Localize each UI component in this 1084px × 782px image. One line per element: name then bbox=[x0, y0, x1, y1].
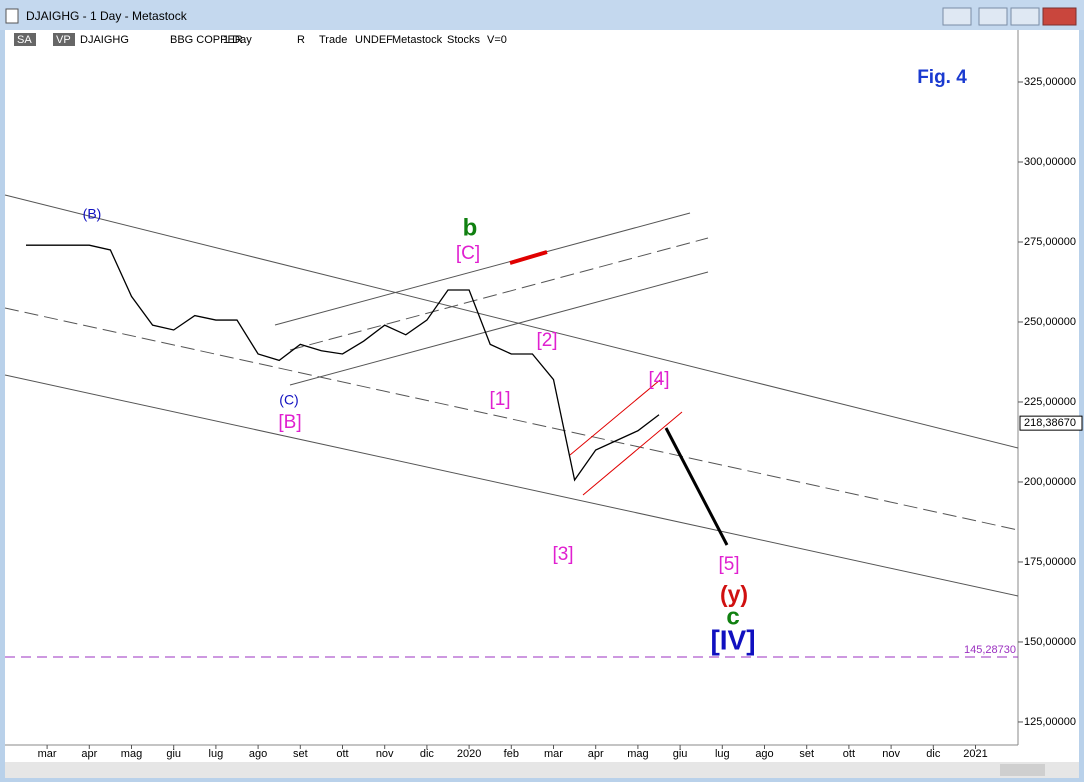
x-tick-label: nov bbox=[882, 748, 900, 760]
minimize-button[interactable] bbox=[978, 7, 1008, 26]
x-tick-label: ago bbox=[755, 748, 773, 760]
toolbar-item: DJAIGHG bbox=[80, 34, 129, 46]
y-tick-label: 175,00000 bbox=[1024, 556, 1076, 568]
x-tick-label: set bbox=[293, 748, 308, 760]
price-line bbox=[26, 244, 660, 482]
rising-lower bbox=[289, 271, 709, 386]
x-tick-label: giu bbox=[166, 748, 181, 760]
wave-label: (C) bbox=[279, 392, 298, 408]
trend-lines bbox=[4, 194, 1019, 597]
y-tick-label: 225,00000 bbox=[1024, 396, 1076, 408]
wave-label: [B] bbox=[278, 412, 301, 433]
y-tick-label: 250,00000 bbox=[1024, 316, 1076, 328]
channel-mid bbox=[4, 307, 1019, 531]
toolbar-item: V=0 bbox=[487, 34, 507, 46]
wave-label: [IV] bbox=[710, 624, 755, 655]
wave-label: [C] bbox=[456, 243, 480, 264]
toolbar-item: Stocks bbox=[447, 34, 481, 46]
x-tick-label: ott bbox=[336, 748, 348, 760]
window-title: DJAIGHG - 1 Day - Metastock bbox=[26, 9, 188, 23]
wave-label: c bbox=[726, 603, 739, 630]
x-tick-label: nov bbox=[376, 748, 394, 760]
red-marker bbox=[509, 250, 548, 265]
channel-lower bbox=[4, 374, 1019, 597]
scrollbar-thumb[interactable] bbox=[1000, 764, 1045, 776]
toolbar-item: Metastock bbox=[392, 34, 443, 46]
rising-upper bbox=[274, 212, 691, 326]
title-bar bbox=[0, 0, 1084, 30]
x-tick-label: lug bbox=[209, 748, 224, 760]
scrollbar[interactable] bbox=[5, 762, 1079, 778]
x-tick-label: dic bbox=[926, 748, 941, 760]
projection-arrow bbox=[664, 427, 729, 546]
x-tick-label: mar bbox=[38, 748, 57, 760]
toolbar-item: SA bbox=[17, 34, 32, 46]
window-icon bbox=[5, 8, 19, 24]
wave-label: (B) bbox=[83, 206, 102, 222]
x-tick-label: mag bbox=[627, 748, 648, 760]
close-button[interactable] bbox=[1042, 7, 1077, 26]
y-tick-label: 125,00000 bbox=[1024, 716, 1076, 728]
x-tick-label: lug bbox=[715, 748, 730, 760]
y-tick-label: 275,00000 bbox=[1024, 236, 1076, 248]
wave-label: (y) bbox=[720, 581, 748, 607]
x-tick-label: ago bbox=[249, 748, 267, 760]
wave-label: [3] bbox=[552, 544, 573, 565]
reference-label: 145,28730 bbox=[964, 644, 1016, 656]
x-tick-label: dic bbox=[420, 748, 435, 760]
wedge-lower bbox=[582, 411, 683, 496]
x-tick-label: ott bbox=[843, 748, 855, 760]
channel-upper bbox=[4, 194, 1019, 449]
wave-label: [2] bbox=[536, 330, 557, 351]
toolbar-item: VP bbox=[56, 34, 71, 46]
toolbar-item: 1 Day bbox=[223, 34, 252, 46]
x-tick-label: giu bbox=[673, 748, 688, 760]
toolbar-item: BBG COPPER bbox=[170, 34, 243, 46]
chart-area bbox=[5, 30, 1079, 778]
x-tick-label: 2021 bbox=[963, 748, 987, 760]
x-tick-label: apr bbox=[588, 748, 604, 760]
toolbar-item: Trade bbox=[319, 34, 347, 46]
y-tick-label: 200,00000 bbox=[1024, 476, 1076, 488]
toolbar-item: R bbox=[297, 34, 305, 46]
y-tick-label: 325,00000 bbox=[1024, 76, 1076, 88]
x-tick-label: mar bbox=[544, 748, 563, 760]
x-tick-label: set bbox=[799, 748, 814, 760]
x-tick-label: feb bbox=[504, 748, 519, 760]
toolbar-item: UNDEF bbox=[355, 34, 393, 46]
toolbar-button[interactable] bbox=[53, 33, 75, 46]
rising-mid bbox=[289, 237, 709, 351]
y-tick-label: 300,00000 bbox=[1024, 156, 1076, 168]
restore-all-button[interactable] bbox=[942, 7, 972, 26]
last-price-label: 218,38670 bbox=[1024, 417, 1076, 429]
x-tick-label: 2020 bbox=[457, 748, 481, 760]
x-tick-label: mag bbox=[121, 748, 142, 760]
maximize-button[interactable] bbox=[1010, 7, 1040, 26]
wedge-upper bbox=[569, 379, 661, 456]
wave-label: [4] bbox=[648, 369, 669, 390]
last-price-box bbox=[1019, 415, 1083, 431]
toolbar-button[interactable] bbox=[14, 33, 36, 46]
wave-label: [1] bbox=[489, 389, 510, 410]
y-tick-label: 150,00000 bbox=[1024, 636, 1076, 648]
x-tick-label: apr bbox=[81, 748, 97, 760]
wave-label: b bbox=[463, 214, 478, 241]
wave-label: [5] bbox=[718, 554, 739, 575]
figure-label: Fig. 4 bbox=[917, 67, 967, 88]
